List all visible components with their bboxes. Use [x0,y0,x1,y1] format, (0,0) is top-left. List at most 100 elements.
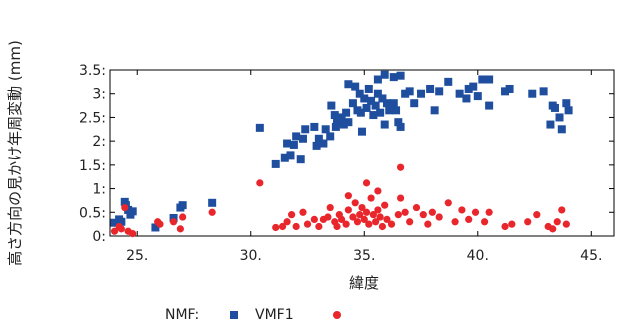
plot-frame [109,69,615,237]
nmf-point [389,99,398,108]
nmf-point [358,127,366,136]
vmf1-point [376,213,384,221]
vmf1-point [121,203,129,212]
nmf-point [444,77,453,86]
nmf-point [550,103,559,112]
y-axis: 0: 0.5: 1: 1.5: 2: 2.5: 3: 3.5: [79,63,614,245]
nmf-point [178,201,187,210]
y-tick-label: 0: [92,229,106,245]
vmf1-point [444,199,452,207]
nmf-point [376,108,385,117]
vmf1-point [344,206,352,214]
nmf-point [555,113,564,122]
nmf-point [333,118,342,127]
vmf1-point [367,194,375,202]
y-tick-label: 1: [92,182,106,198]
vmf1-point [562,220,570,228]
vmf1-point [435,213,443,221]
vmf1-point [360,215,368,223]
vmf1-point [324,213,332,221]
vmf1-point [256,179,264,187]
y-tick-label: 3.5: [79,63,106,79]
nmf-point [435,87,444,96]
vmf1-point [288,211,296,219]
nmf-point [124,205,133,214]
vmf1-point [394,211,402,219]
nmf-point [344,80,353,89]
vmf1-point [412,203,421,212]
vmf1-point [349,213,357,221]
nmf-point [485,101,494,110]
vmf1-point [451,218,459,226]
series-vmf1-points [110,163,570,238]
vmf1-point [372,218,380,226]
x-tick-label: 45. [580,248,602,264]
vmf1-point [358,203,366,212]
vmf1-point [169,218,178,226]
vmf1-point [406,218,414,226]
nmf-point [337,115,346,124]
x-tick-label: 35. [353,248,375,264]
nmf-point [280,153,289,162]
vmf1-point [315,222,323,231]
nmf-point [342,108,351,117]
vmf1-point [480,218,489,226]
vmf1-point [272,223,280,232]
legend-label-vmf1: VMF1 [255,307,294,323]
nmf-point [110,218,119,227]
nmf-point [473,92,482,101]
vmf1-point [310,215,318,223]
x-tick-label: 25. [126,248,148,264]
nmf-point [312,141,321,150]
vmf1-point [465,215,473,223]
vmf1-point [342,220,350,228]
nmf-point [485,75,494,84]
nmf-point [373,89,382,98]
nmf-point [462,94,471,103]
vmf1-point [401,208,409,216]
vmf1-point [333,222,341,231]
x-tick-label: 30. [240,248,262,264]
vmf1-point [337,215,346,223]
nmf-point [367,96,376,105]
nmf-point [469,82,478,91]
legend-label-nmf: NMF: [165,307,199,323]
vmf1-point [365,220,373,228]
vmf1-point [374,187,382,195]
vmf1-point [424,220,432,228]
vmf1-point [156,220,164,228]
nmf-point [378,94,387,103]
vmf1-point [549,225,557,233]
nmf-point [271,159,280,168]
x-axis-label: 緯度 [349,274,379,292]
nmf-point [151,223,160,232]
nmf-point [356,108,365,117]
nmf-point [417,89,426,98]
vmf1-point [508,220,516,228]
nmf-point [117,217,126,226]
nmf-point [380,120,389,129]
nmf-point [298,134,307,143]
nmf-point [326,132,335,141]
vmf1-point [501,222,509,231]
vmf1-point [176,225,184,233]
vmf1-point [362,208,371,216]
nmf-point [562,99,571,108]
vmf1-point [533,211,541,219]
nmf-point [362,103,371,112]
nmf-point [355,89,364,98]
vmf1-point [378,222,387,231]
nmf-point [321,125,330,134]
vmf1-point [387,220,396,228]
nmf-point [426,84,435,93]
nmf-point [528,89,537,98]
nmf-point [392,106,401,115]
nmf-point [564,106,573,115]
vmf1-point [351,199,359,207]
nmf-point [330,111,339,120]
nmf-point [301,125,310,134]
vmf1-point [524,218,532,226]
nmf-point [351,82,360,91]
y-tick-label: 0.5: [79,205,106,221]
